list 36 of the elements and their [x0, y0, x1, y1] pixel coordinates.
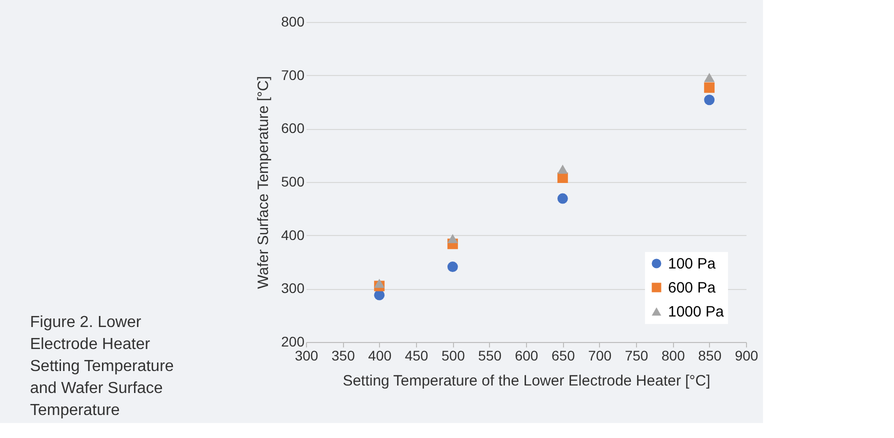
point	[557, 193, 568, 204]
legend-label: 600 Pa	[668, 280, 716, 296]
x-tick-label: 300	[294, 348, 318, 364]
x-tick-label: 450	[404, 348, 428, 364]
y-tick-label: 800	[281, 14, 305, 30]
legend-label: 1000 Pa	[668, 304, 725, 320]
x-tick-label: 350	[331, 348, 356, 364]
x-tick-label: 850	[698, 348, 722, 364]
x-tick-label: 750	[624, 348, 648, 364]
point	[447, 234, 458, 244]
point	[374, 278, 385, 288]
y-tick-label: 200	[281, 334, 305, 350]
x-tick-label: 600	[514, 348, 538, 364]
y-axis-title: Wafer Surface Temperature [°C]	[255, 76, 272, 289]
y-tick-label: 500	[281, 174, 305, 190]
x-tick-label: 400	[368, 348, 392, 364]
point	[704, 82, 715, 93]
y-tick-label: 400	[281, 226, 305, 243]
text: Figure 2. Lower Electrode Heater Setting Temperature and Wafer Surface Temperature	[30, 314, 174, 419]
x-tick-label: 500	[441, 348, 466, 364]
x-tick-label: 550	[478, 348, 502, 364]
point	[557, 164, 568, 174]
y-tick-label: 300	[281, 280, 305, 296]
y-tick-label: 700	[281, 66, 305, 83]
y-tick-label: 600	[281, 120, 305, 136]
x-tick-label: 900	[734, 348, 758, 364]
x-tick-label: 800	[661, 348, 686, 364]
x-tick-label: 700	[588, 348, 612, 364]
point	[557, 172, 568, 183]
legend-label: 100 Pa	[668, 256, 716, 272]
point	[447, 262, 458, 272]
point	[374, 290, 385, 300]
x-tick-label: 650	[551, 348, 576, 364]
point	[704, 94, 715, 106]
point	[704, 72, 715, 82]
x-axis-title: Setting Temperature of the Lower Electrode Heater [°C]	[342, 372, 710, 390]
